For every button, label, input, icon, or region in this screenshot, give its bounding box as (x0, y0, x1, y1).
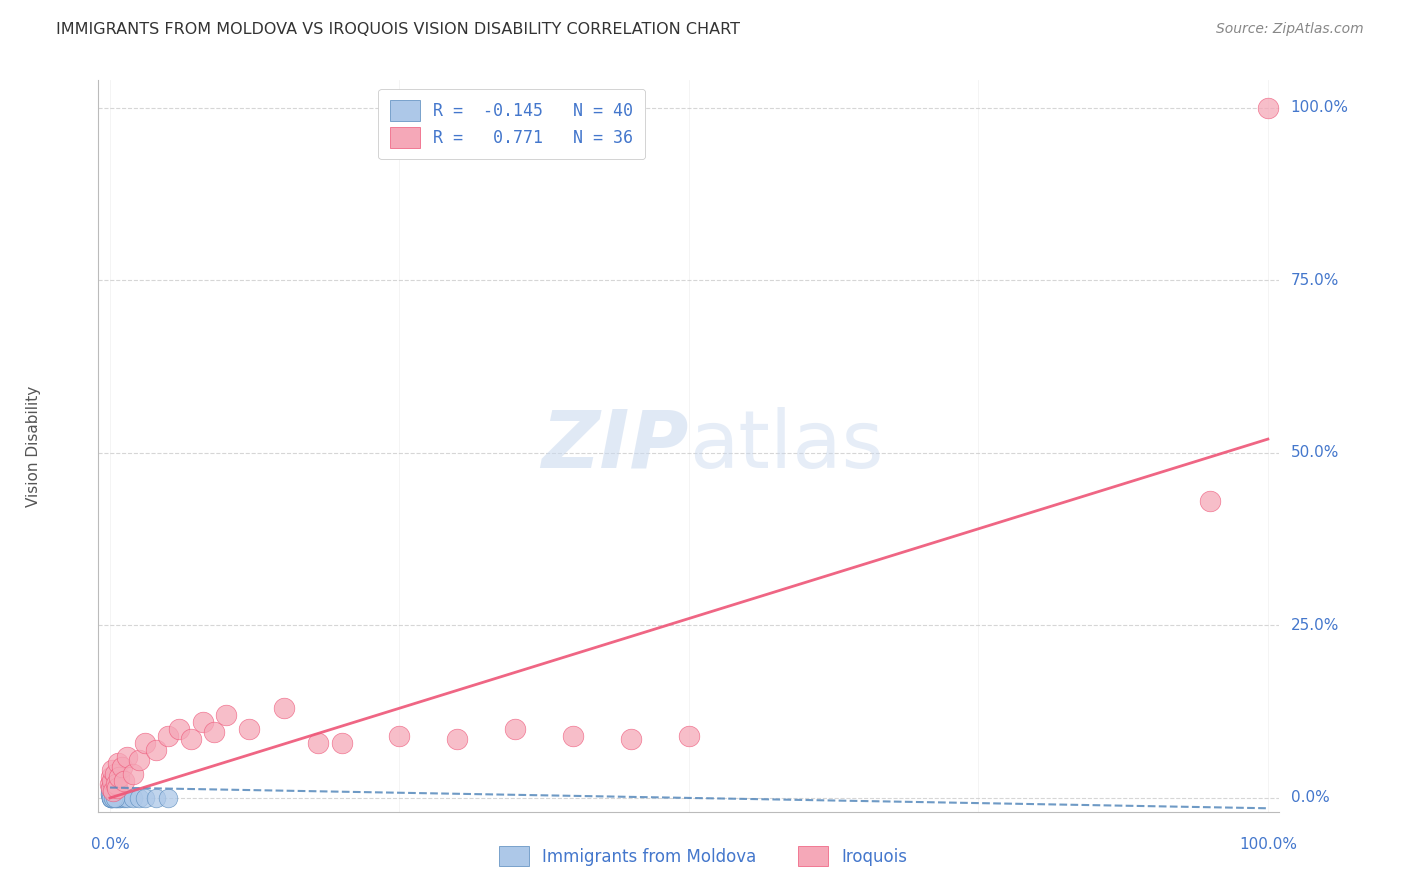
Point (388, 729, 411, 743)
Point (128, 753, 150, 767)
Point (105, 791, 128, 805)
Point (104, 777, 127, 791)
Point (100, 789, 122, 804)
Point (103, 789, 125, 804)
Text: Vision Disability: Vision Disability (25, 385, 41, 507)
Point (107, 756, 129, 771)
Point (101, 786, 124, 800)
Point (112, 791, 135, 805)
Point (101, 791, 124, 805)
Legend: R =  -0.145   N = 40, R =   0.771   N = 36: R = -0.145 N = 40, R = 0.771 N = 36 (378, 88, 645, 160)
Point (191, 714, 214, 729)
Text: 0.0%: 0.0% (1291, 790, 1329, 805)
Point (202, 725, 225, 739)
Point (101, 789, 124, 803)
Point (100, 791, 122, 805)
Point (98, 777, 121, 791)
Point (100, 773, 122, 788)
Point (562, 729, 585, 743)
Point (1257, 101, 1279, 115)
Text: 0.0%: 0.0% (90, 837, 129, 852)
Text: 75.0%: 75.0% (1291, 273, 1339, 288)
Text: Source: ZipAtlas.com: Source: ZipAtlas.com (1216, 22, 1364, 37)
Point (446, 732, 468, 747)
Point (100, 780, 122, 795)
Point (110, 789, 132, 804)
Point (110, 760, 132, 774)
Point (238, 722, 260, 736)
Point (100, 773, 122, 788)
Point (108, 770, 131, 784)
Point (156, 791, 179, 805)
Point (100, 780, 122, 795)
Point (100, 784, 122, 798)
Point (100, 791, 122, 805)
Text: IMMIGRANTS FROM MOLDOVA VS IROQUOIS VISION DISABILITY CORRELATION CHART: IMMIGRANTS FROM MOLDOVA VS IROQUOIS VISI… (56, 22, 740, 37)
Point (98, 788, 121, 802)
Point (104, 791, 127, 805)
Point (101, 788, 124, 802)
Point (169, 722, 191, 736)
Point (100, 788, 122, 802)
Point (134, 736, 156, 750)
Point (103, 785, 125, 799)
Point (100, 791, 122, 805)
Point (98, 780, 121, 795)
Point (307, 736, 329, 750)
Point (122, 766, 145, 780)
Point (145, 791, 167, 805)
Point (330, 736, 353, 750)
Text: 100.0%: 100.0% (1291, 101, 1348, 115)
Legend: Immigrants from Moldova, Iroquois: Immigrants from Moldova, Iroquois (491, 838, 915, 875)
Text: atlas: atlas (689, 407, 883, 485)
Point (112, 773, 135, 788)
Point (101, 764, 124, 778)
Point (215, 708, 238, 723)
Point (678, 729, 700, 743)
Point (117, 791, 139, 805)
Point (100, 782, 122, 797)
Point (98, 788, 121, 802)
Point (100, 791, 122, 805)
Point (620, 732, 643, 747)
Text: 25.0%: 25.0% (1291, 618, 1339, 633)
Point (104, 791, 127, 805)
Point (1199, 494, 1222, 508)
Point (108, 791, 131, 805)
Point (503, 722, 526, 736)
Point (128, 791, 150, 805)
Point (105, 789, 128, 803)
Point (104, 788, 127, 802)
Point (100, 777, 122, 791)
Point (100, 785, 122, 799)
Point (103, 784, 125, 798)
Point (98, 784, 121, 798)
Point (110, 791, 132, 805)
Text: 50.0%: 50.0% (1291, 445, 1339, 460)
Point (107, 788, 129, 802)
Point (100, 789, 122, 803)
Text: 100.0%: 100.0% (1239, 837, 1296, 852)
Point (134, 791, 156, 805)
Text: ZIP: ZIP (541, 407, 689, 485)
Point (104, 766, 127, 780)
Point (273, 701, 295, 715)
Point (100, 770, 122, 784)
Point (145, 742, 167, 756)
Point (180, 732, 202, 747)
Point (100, 789, 122, 803)
Point (122, 791, 145, 805)
Point (117, 749, 139, 764)
Point (156, 729, 179, 743)
Point (105, 780, 128, 795)
